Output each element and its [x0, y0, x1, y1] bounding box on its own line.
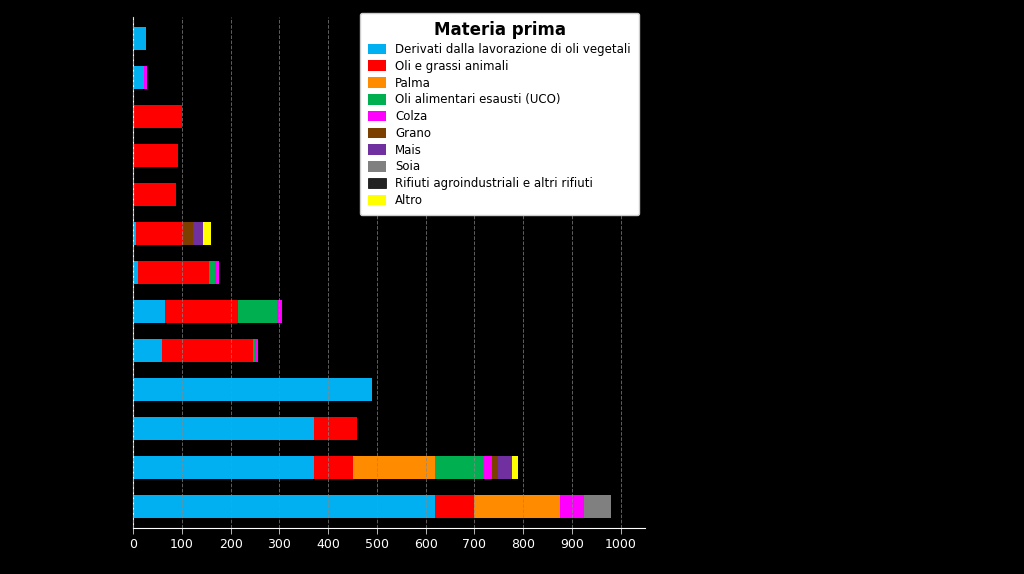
- Bar: [184, 222, 194, 245]
- Bar: [194, 222, 203, 245]
- Bar: [253, 339, 255, 362]
- Bar: [352, 456, 435, 479]
- Bar: [492, 456, 498, 479]
- Bar: [276, 300, 282, 323]
- Bar: [584, 495, 611, 518]
- Bar: [484, 456, 492, 479]
- Bar: [215, 261, 219, 284]
- Bar: [133, 300, 165, 323]
- Bar: [133, 339, 163, 362]
- Bar: [498, 456, 512, 479]
- Bar: [133, 417, 313, 440]
- Bar: [133, 222, 135, 245]
- Bar: [133, 456, 313, 479]
- Bar: [203, 222, 211, 245]
- Bar: [143, 66, 147, 90]
- Bar: [133, 378, 372, 401]
- Bar: [512, 456, 518, 479]
- Bar: [133, 66, 143, 90]
- Bar: [133, 183, 175, 207]
- Bar: [255, 339, 258, 362]
- Bar: [133, 261, 138, 284]
- Bar: [209, 261, 215, 284]
- Bar: [138, 261, 209, 284]
- Bar: [560, 495, 584, 518]
- Bar: [133, 105, 182, 129]
- Bar: [435, 495, 474, 518]
- Bar: [474, 495, 560, 518]
- Legend: Derivati dalla lavorazione di oli vegetali, Oli e grassi animali, Palma, Oli ali: Derivati dalla lavorazione di oli vegeta…: [359, 13, 639, 215]
- Bar: [238, 300, 276, 323]
- Bar: [133, 27, 146, 51]
- Bar: [163, 339, 253, 362]
- Bar: [313, 417, 357, 440]
- Bar: [135, 222, 184, 245]
- Bar: [165, 300, 238, 323]
- Bar: [313, 456, 352, 479]
- Bar: [435, 456, 484, 479]
- Bar: [133, 495, 435, 518]
- Bar: [133, 144, 178, 168]
